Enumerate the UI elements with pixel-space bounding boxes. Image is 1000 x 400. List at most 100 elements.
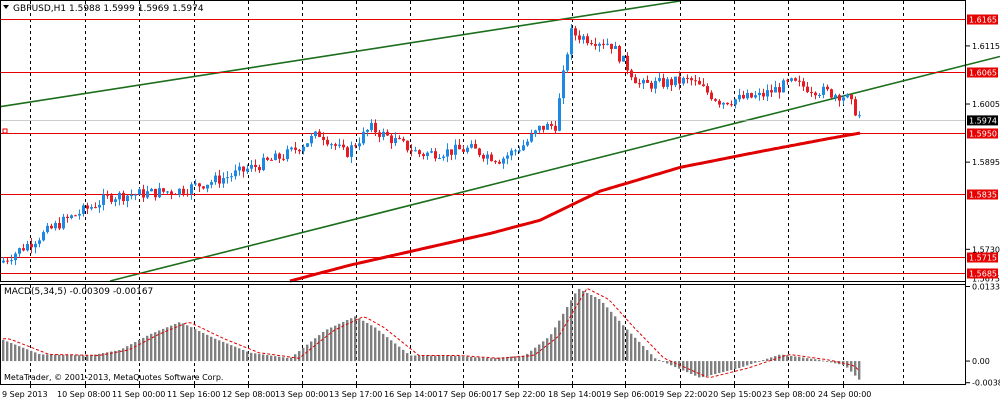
- macd-histogram-bar: [66, 354, 69, 362]
- macd-histogram-bar: [502, 357, 505, 362]
- macd-histogram-bar: [834, 361, 837, 364]
- candle-body: [574, 28, 577, 36]
- level-price-tag: [967, 252, 998, 263]
- candle-body: [782, 80, 785, 93]
- candle-body: [266, 157, 269, 160]
- channel-lines-layer[interactable]: [0, 0, 1000, 282]
- candle-body: [62, 216, 65, 229]
- time-tick-label: 11 Sep 16:00: [167, 390, 220, 399]
- dropdown-arrow-icon[interactable]: [3, 5, 9, 9]
- candle-body: [674, 76, 677, 86]
- candle-body: [746, 93, 749, 99]
- candle-body: [642, 79, 645, 84]
- macd-histogram-bar: [722, 361, 725, 373]
- macd-histogram-bar: [562, 313, 565, 362]
- macd-histogram-bar: [670, 361, 673, 366]
- candle-body: [370, 122, 373, 130]
- candle-body: [198, 183, 201, 187]
- candle-body: [166, 191, 169, 193]
- candle-body: [238, 166, 241, 171]
- price-pane[interactable]: [0, 0, 1000, 283]
- macd-histogram-bar: [682, 361, 685, 371]
- macd-histogram-bar: [306, 344, 309, 362]
- macd-histogram-bar: [94, 354, 97, 362]
- macd-signal-path: [3, 287, 860, 378]
- candle-body: [74, 215, 77, 217]
- macd-histogram-bar: [318, 335, 321, 362]
- macd-histogram-bar: [142, 337, 145, 362]
- candle-body: [298, 149, 301, 152]
- candle-body: [650, 82, 653, 89]
- macd-histogram-bar: [134, 342, 137, 362]
- macd-histogram-bar: [370, 325, 373, 362]
- candle-body: [338, 144, 341, 146]
- channel-trendline[interactable]: [0, 0, 681, 108]
- candle-body: [330, 144, 333, 146]
- macd-histogram-bar: [118, 350, 121, 362]
- level-anchor-marker[interactable]: [2, 128, 8, 134]
- macd-histogram-bar: [166, 327, 169, 362]
- macd-header: MACD(5,34,5) -0.00309 -0.00167: [4, 287, 153, 297]
- macd-histogram-bar: [590, 294, 593, 362]
- macd-histogram-bar: [314, 338, 317, 362]
- candle-body: [690, 78, 693, 81]
- candle-body: [750, 93, 753, 98]
- macd-histogram-bar: [50, 354, 53, 362]
- macd-pane[interactable]: [2, 285, 904, 384]
- macd-histogram-bar: [70, 355, 73, 362]
- level-price-tag-label: 1.6065: [969, 69, 997, 78]
- macd-histogram-bar: [206, 334, 209, 362]
- macd-histogram-bar: [334, 325, 337, 362]
- time-tick-label: 19 Sep 22:00: [654, 390, 707, 399]
- macd-histogram-bar: [434, 355, 437, 362]
- candle-body: [630, 70, 633, 78]
- candle-body: [294, 147, 297, 150]
- level-price-tag: [967, 67, 998, 78]
- candle-body: [502, 158, 505, 164]
- channel-trendline[interactable]: [109, 55, 1000, 282]
- macd-histogram-bar: [710, 361, 713, 376]
- macd-histogram-bar: [626, 329, 629, 362]
- macd-histogram-bar: [662, 361, 665, 362]
- candle-body: [418, 150, 421, 155]
- macd-histogram-bar: [74, 355, 77, 362]
- candle-body: [26, 243, 29, 251]
- candle-body: [354, 145, 357, 147]
- macd-histogram-bar: [310, 341, 313, 362]
- candle-body: [490, 154, 493, 162]
- candle-body: [50, 225, 53, 229]
- time-tick-label: 13 Sep 17:00: [329, 390, 382, 399]
- candle-body: [602, 43, 605, 45]
- candle-body: [778, 87, 781, 93]
- macd-histogram-bar: [346, 320, 349, 362]
- macd-histogram-bar: [354, 316, 357, 362]
- macd-histogram-bar: [78, 355, 81, 362]
- macd-histogram-bar: [138, 339, 141, 362]
- macd-histogram-bar: [174, 323, 177, 362]
- candle-body: [834, 95, 837, 98]
- candle-body: [362, 131, 365, 144]
- candle-body: [730, 104, 733, 106]
- candle-body: [190, 184, 193, 194]
- candle-body: [854, 99, 857, 116]
- candle-body: [278, 153, 281, 159]
- candle-body: [378, 132, 381, 137]
- candle-body: [450, 149, 453, 155]
- level-price-tag: [967, 14, 998, 25]
- macd-histogram-bar: [514, 356, 517, 362]
- macd-histogram-bar: [130, 344, 133, 362]
- macd-histogram-bar: [226, 343, 229, 362]
- candle-body: [326, 139, 329, 145]
- candle-body: [802, 81, 805, 87]
- macd-histogram-bar: [298, 351, 301, 362]
- candle-body: [374, 122, 377, 133]
- macd-histogram-bar: [454, 355, 457, 362]
- symbol-header[interactable]: GBPUSD,H1 1.5988 1.5999 1.5969 1.5974: [3, 4, 204, 14]
- macd-histogram-bar: [190, 327, 193, 362]
- candle-body: [274, 153, 277, 161]
- macd-histogram-bar: [378, 330, 381, 362]
- macd-histogram-bar: [790, 355, 793, 362]
- macd-histogram-bar: [746, 361, 749, 366]
- candle-body: [334, 144, 337, 146]
